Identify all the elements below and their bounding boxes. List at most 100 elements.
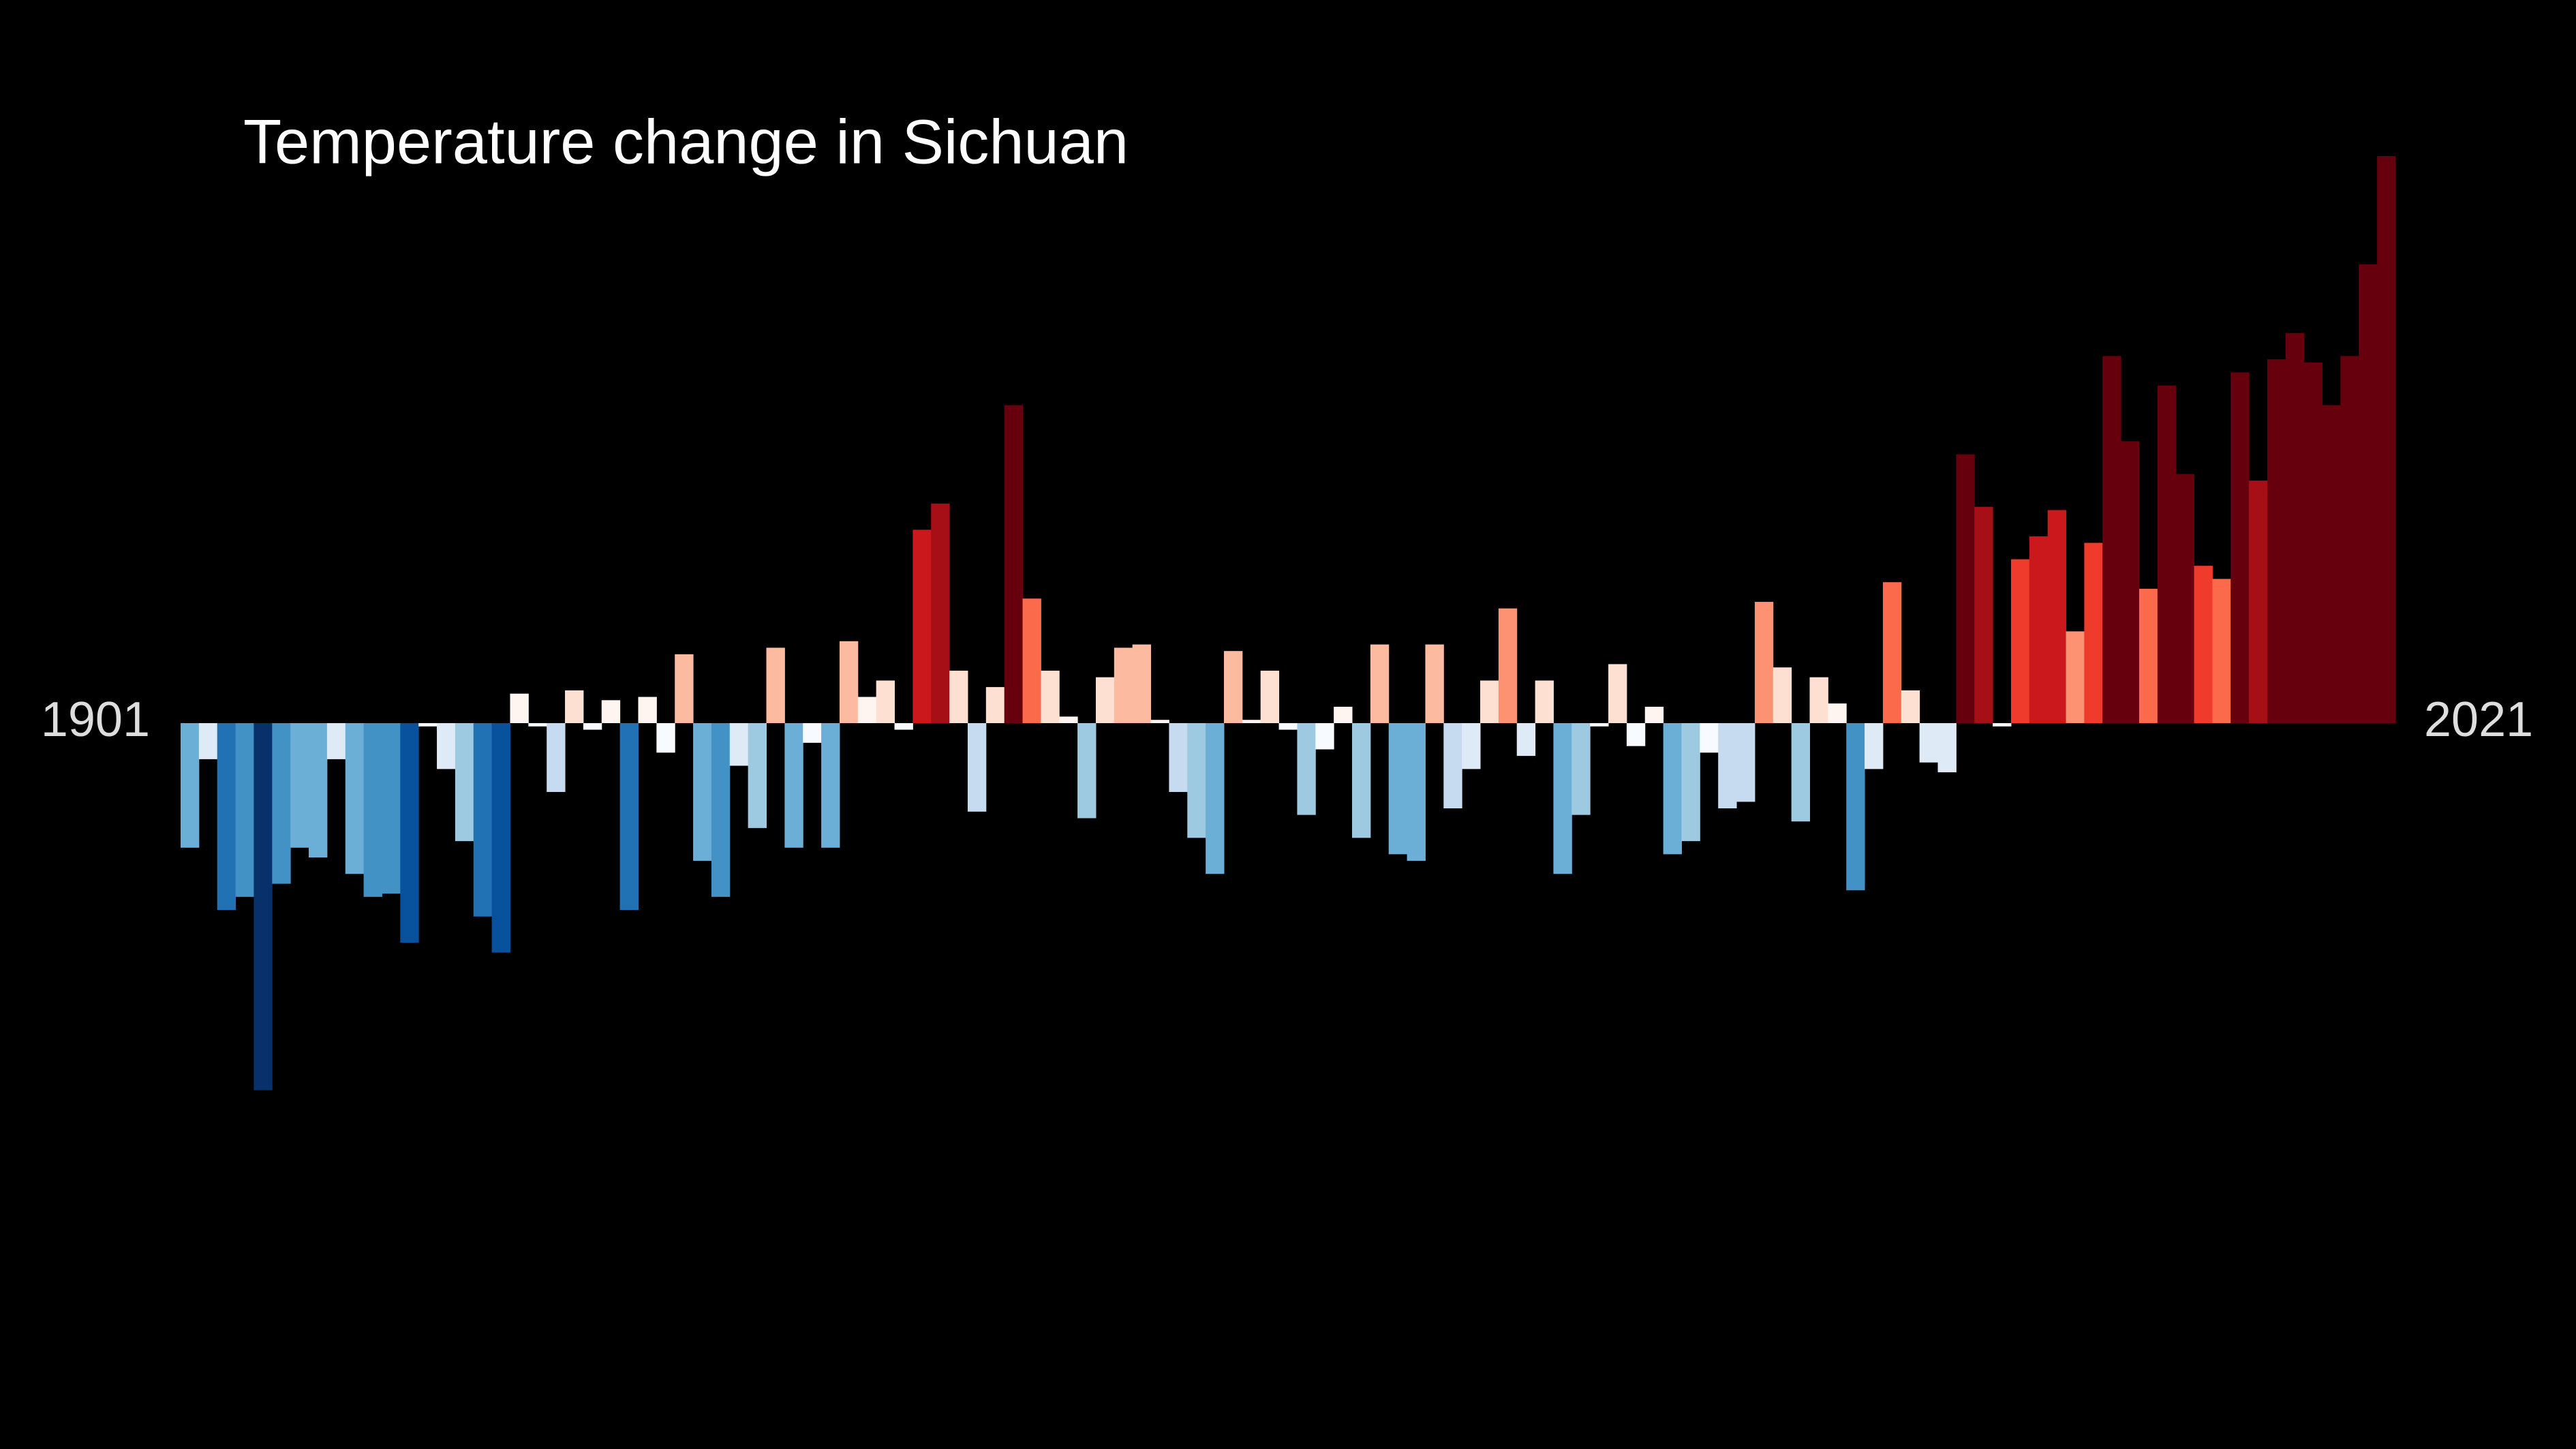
bar [949,671,968,723]
bar [2175,474,2195,723]
bar [894,723,913,730]
bar [363,723,382,897]
bar [2377,156,2396,723]
bar [876,680,895,723]
bar [1846,723,1865,891]
bar [913,530,932,723]
bar [1882,582,1902,723]
bar [1169,723,1188,792]
bar [967,723,987,812]
bar [528,723,547,727]
bar [254,723,273,1090]
bar [1700,723,1719,753]
bar [1388,723,1408,855]
bar [510,693,529,723]
bar [1480,680,1499,723]
bar [1571,723,1591,815]
bar [1773,667,1792,723]
bar [1462,723,1481,769]
bar [1150,720,1169,723]
bar [547,723,566,792]
bar [1791,723,1810,822]
bar [1626,723,1646,746]
bar [2303,362,2323,723]
bar [784,723,803,848]
bar [766,647,785,723]
bar [565,690,584,723]
bar [2340,356,2359,723]
chart-title: Temperature change in Sichuan [243,107,1129,177]
bar [1334,706,1353,723]
bar [1809,677,1828,723]
bar [400,723,419,943]
bar [1095,677,1115,723]
bar [839,641,859,723]
bar [2230,372,2250,723]
bar [198,723,218,759]
bar [1681,723,1700,842]
bar [2267,359,2286,723]
bar [455,723,474,842]
bar [748,723,767,828]
bar [1114,647,1133,723]
bar [2249,481,2268,723]
bar [345,723,365,874]
bar [1278,723,1298,730]
bar [309,723,328,858]
bar [1736,723,1755,802]
bar [2285,333,2305,723]
bar [985,687,1005,723]
bar [1828,703,1847,723]
bar [1059,716,1078,723]
bar [2084,543,2103,723]
bar [711,723,731,897]
x-tick-label: 1901 [41,692,150,747]
bar [821,723,840,848]
bar [2322,405,2341,723]
bar [1315,723,1334,750]
bar [491,723,510,953]
bar [931,503,950,723]
bar [1498,608,1518,723]
bar [1443,723,1462,809]
bar [1407,723,1426,861]
bar [1663,723,1682,855]
bar [326,723,346,759]
bar [2047,510,2067,723]
bar [803,723,822,743]
bar [1425,644,1444,723]
bar [1535,680,1554,723]
bar [2212,579,2231,723]
bar [2359,264,2378,723]
bar [675,654,694,723]
bar [2029,536,2049,723]
bar [1260,671,1280,723]
bar [290,723,309,848]
bar [857,697,877,723]
bar [1993,723,2012,727]
x-tick-label: 2021 [2424,692,2533,747]
bar [2194,566,2213,723]
bar [2066,631,2085,723]
bar [1242,720,1261,723]
bar [693,723,712,861]
bar [2102,356,2121,723]
bar [583,723,602,730]
bar [2157,385,2177,723]
bar [217,723,236,911]
bar [1516,723,1536,757]
bar [2121,441,2140,723]
bar [1754,602,1774,723]
bar [1022,598,1041,723]
bar [1132,644,1152,723]
bar [656,723,675,753]
bar [2138,588,2158,723]
bar [1223,651,1243,723]
bar [437,723,456,769]
bar [729,723,749,766]
bar [1077,723,1097,819]
bar [181,723,200,848]
bar [1352,723,1371,838]
